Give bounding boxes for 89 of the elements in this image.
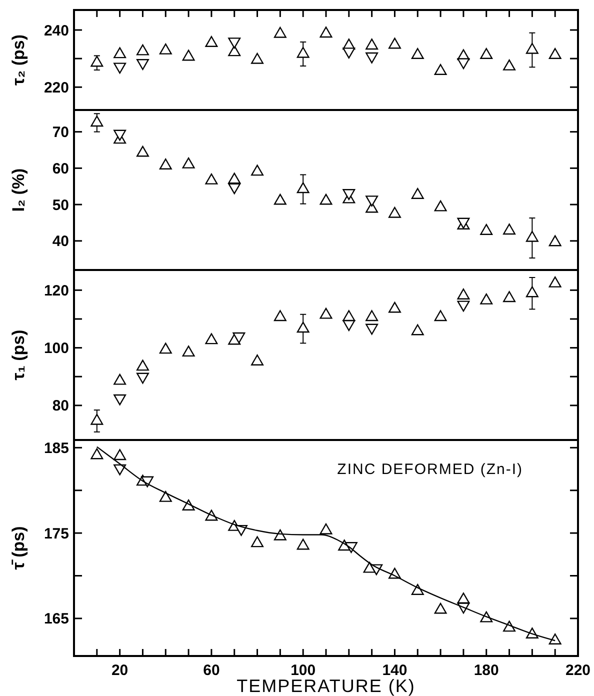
point — [205, 36, 218, 47]
point — [320, 523, 332, 534]
y-tick-label: 185 — [44, 440, 69, 457]
point — [136, 146, 149, 157]
point — [274, 194, 286, 205]
point — [548, 48, 562, 59]
point — [503, 224, 516, 235]
x-tick-label: 180 — [474, 662, 499, 679]
x-tick-label: 220 — [565, 662, 591, 679]
point — [480, 224, 493, 235]
y-axis-title: τ̄ (ps) — [9, 526, 28, 570]
x-tick-label: 100 — [290, 662, 316, 679]
y-tick-label: 40 — [52, 233, 69, 250]
point — [411, 584, 424, 595]
y-tick-label: 240 — [44, 22, 69, 40]
point — [90, 414, 104, 425]
y-tick-label: 70 — [52, 124, 69, 142]
point — [251, 52, 264, 64]
point — [205, 173, 218, 184]
point — [320, 194, 332, 205]
point — [503, 59, 516, 70]
point — [159, 43, 172, 54]
point — [274, 529, 286, 540]
point — [434, 310, 447, 322]
point — [296, 46, 310, 58]
y-tick-label: 220 — [44, 79, 69, 96]
point — [411, 188, 424, 199]
point — [320, 26, 332, 38]
point — [182, 50, 195, 61]
point — [251, 164, 264, 176]
point — [228, 172, 241, 184]
point — [296, 538, 310, 550]
point — [296, 322, 310, 333]
point — [114, 374, 126, 385]
y-tick-label: 50 — [52, 196, 69, 214]
point — [205, 333, 218, 344]
y-tick-label: 120 — [44, 282, 69, 300]
point — [526, 230, 538, 242]
point — [90, 56, 104, 67]
x-axis-title: TEMPERATURE (K) — [236, 676, 416, 696]
point — [274, 26, 286, 38]
point — [457, 288, 470, 300]
point — [159, 342, 172, 354]
point — [182, 346, 195, 357]
point — [90, 448, 104, 460]
point — [480, 48, 493, 59]
point — [274, 310, 286, 322]
y-axis-title: τ₂ (ps) — [9, 34, 28, 86]
point — [114, 47, 126, 58]
point — [526, 286, 538, 298]
x-tick-label: 20 — [111, 662, 128, 679]
point — [526, 42, 538, 54]
point — [182, 157, 195, 168]
point — [388, 38, 401, 49]
y-tick-label: 60 — [52, 160, 69, 178]
point — [114, 449, 126, 460]
point — [366, 310, 378, 322]
y-tick-label: 80 — [52, 398, 69, 415]
point — [228, 45, 241, 56]
point — [411, 324, 424, 336]
point — [480, 293, 493, 304]
point — [434, 64, 447, 75]
point — [548, 235, 562, 246]
y-tick-label: 100 — [44, 340, 69, 358]
point — [296, 182, 310, 194]
point — [434, 200, 447, 212]
point — [434, 602, 447, 614]
point — [320, 308, 332, 319]
point — [251, 536, 264, 548]
x-tick-label: 60 — [203, 662, 220, 679]
point — [159, 490, 172, 502]
point — [366, 38, 378, 50]
point — [388, 302, 401, 313]
annotation: ZINC DEFORMED (Zn-I) — [337, 461, 523, 478]
point — [548, 634, 562, 644]
point — [159, 158, 172, 170]
y-axis-title: τ₁ (ps) — [9, 330, 28, 380]
point — [388, 206, 401, 218]
y-tick-label: 165 — [44, 610, 69, 628]
point — [136, 44, 149, 56]
point — [411, 48, 424, 59]
point — [251, 354, 264, 366]
x-tick-label: 140 — [382, 662, 408, 679]
point — [136, 360, 149, 371]
y-tick-label: 175 — [44, 525, 69, 542]
point — [90, 116, 104, 127]
point — [503, 291, 516, 302]
point — [548, 276, 562, 288]
y-axis-title: I₂ (%) — [9, 168, 28, 212]
